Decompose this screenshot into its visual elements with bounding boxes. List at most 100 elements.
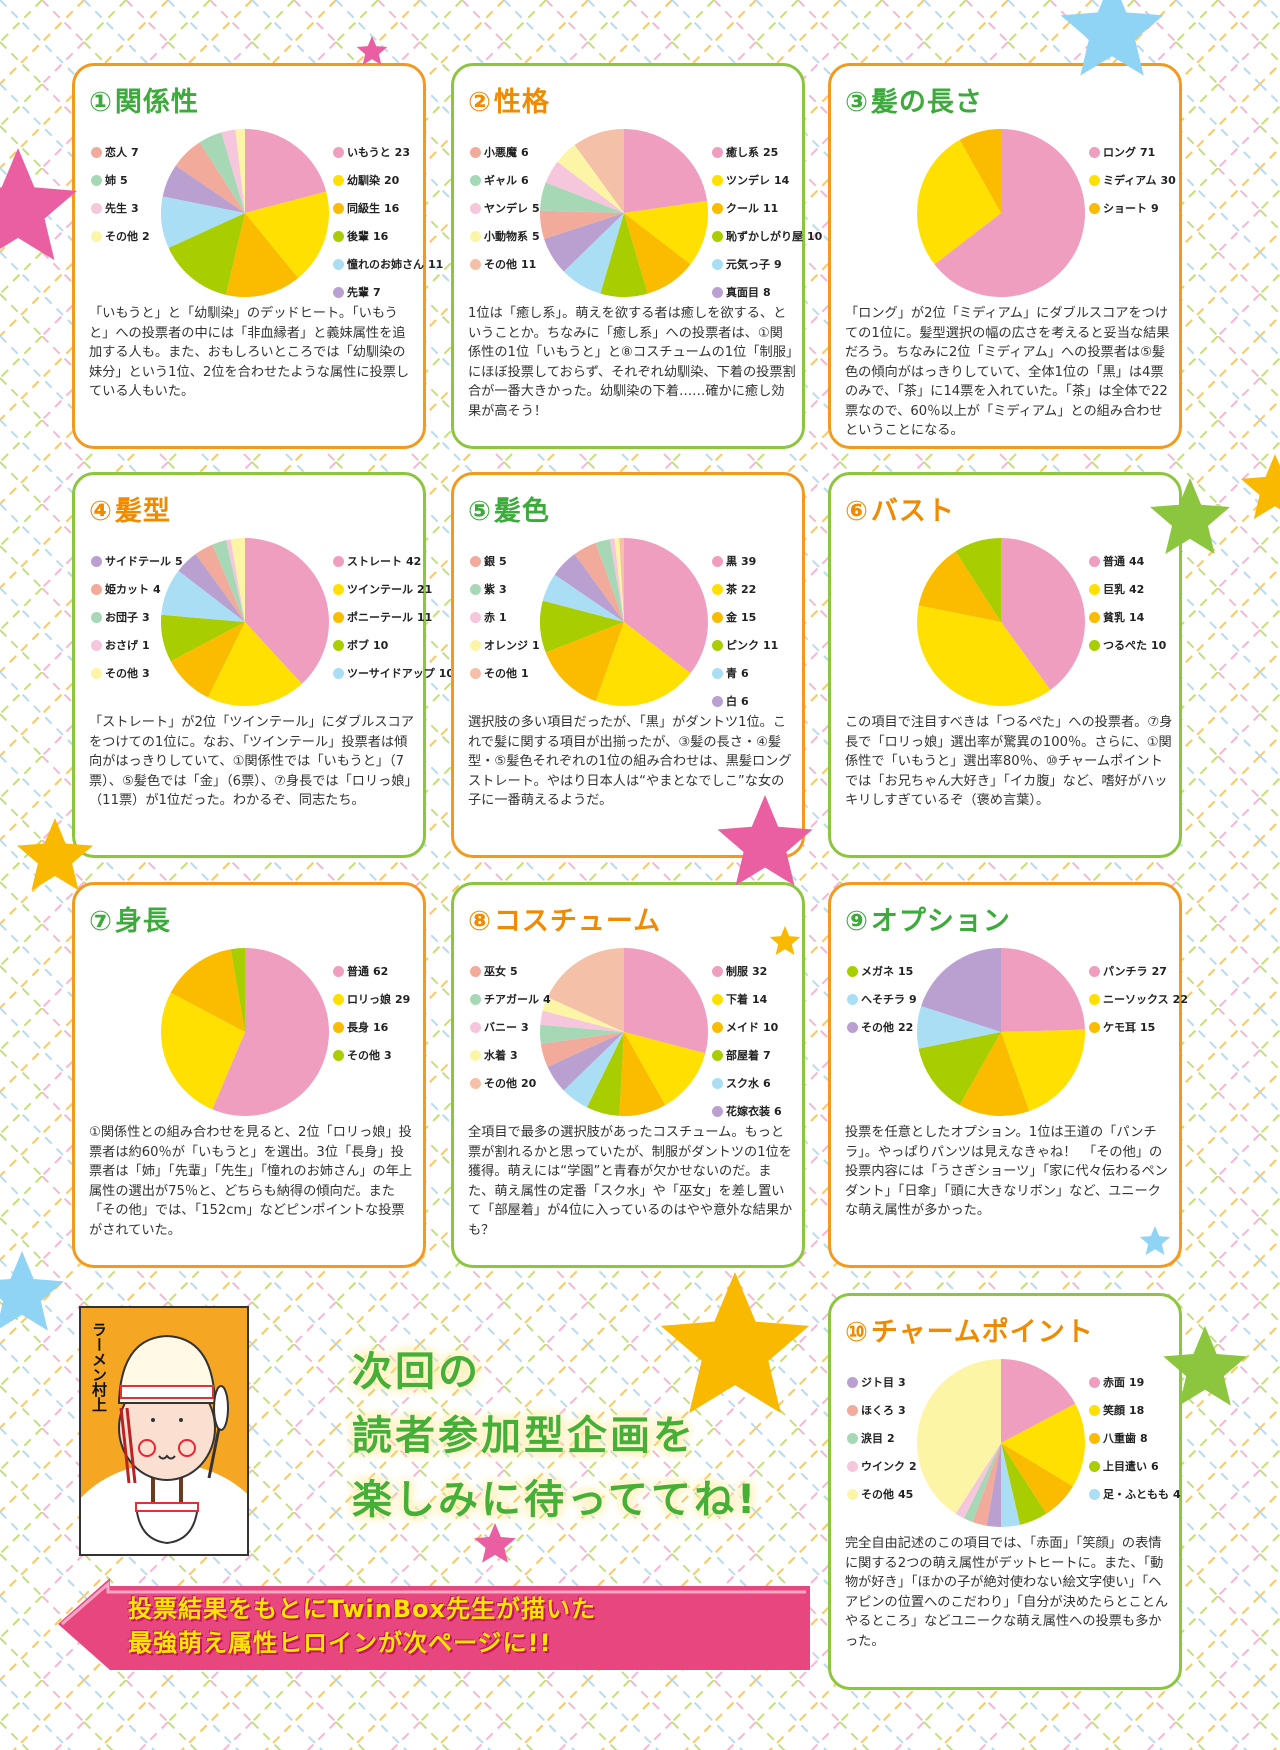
legend-swatch [712, 1105, 723, 1117]
pie-slice [595, 622, 691, 706]
legend-item: 上目遣い 6 [1089, 1452, 1181, 1480]
legend-swatch [712, 174, 723, 186]
pie-slice [235, 129, 245, 213]
legend-item: ショート 9 [1089, 194, 1176, 222]
legend-swatch [1089, 639, 1100, 651]
legend-label: 幼馴染 [347, 174, 380, 187]
legend-label: 下着 [726, 993, 748, 1006]
legend-swatch [333, 993, 344, 1005]
legend-item: その他 2 [91, 222, 150, 250]
legend-item: ニーソックス 22 [1089, 985, 1188, 1013]
legend-swatch [333, 230, 344, 242]
star-icon [1240, 454, 1280, 520]
legend-swatch [712, 1021, 723, 1033]
legend-value: 20 [384, 173, 400, 187]
legend-item: お団子 3 [91, 603, 183, 631]
legend-label: その他 [105, 667, 138, 680]
pie-slice [917, 605, 1051, 706]
legend-swatch [333, 174, 344, 186]
legend-value: 27 [1151, 964, 1167, 978]
pie-chart [540, 129, 708, 297]
pie-slice [1001, 1029, 1085, 1112]
legend-value: 42 [406, 554, 422, 568]
left-arrow-icon [58, 1578, 810, 1670]
pie-chart [917, 948, 1085, 1116]
legend-item: ミディアム 30 [1089, 166, 1176, 194]
legend-item: 貧乳 14 [1089, 603, 1166, 631]
legend-swatch [712, 202, 723, 214]
legend-item: 水着 3 [470, 1041, 551, 1069]
legend-value: 5 [175, 554, 183, 568]
legend-item: 花嫁衣装 6 [712, 1097, 782, 1125]
legend-item: 癒し系 25 [712, 138, 822, 166]
legend-swatch [470, 555, 481, 567]
legend-value: 22 [1172, 992, 1188, 1006]
panel-title: ④髪型 [89, 489, 171, 528]
pie-slice [600, 213, 648, 297]
legend-item: 恋人 7 [91, 138, 150, 166]
panel-title-text: 関係性 [114, 87, 199, 118]
legend-swatch [712, 1049, 723, 1061]
legend-label: ポニーテール [347, 611, 413, 624]
pie-slice [540, 210, 624, 239]
next-page-banner[interactable]: 投票結果をもとにTwinBox先生が描いた 最強萌え属性ヒロインが次ページに!! [58, 1578, 810, 1670]
legend-value: 7 [373, 285, 381, 299]
pie-slice [540, 600, 624, 653]
legend-item: チアガール 4 [470, 985, 551, 1013]
legend-swatch [712, 667, 723, 679]
legend-right: ロング 71 ミディアム 30 ショート 9 [1089, 138, 1176, 222]
legend-value: 3 [499, 582, 507, 596]
pie-slice [230, 538, 245, 622]
legend-value: 1 [499, 610, 507, 624]
legend-label: 元気っ子 [726, 258, 770, 271]
legend-item: へそチラ 9 [847, 985, 917, 1013]
legend-swatch [1089, 174, 1100, 186]
star-icon [0, 1251, 64, 1331]
legend-swatch [712, 1077, 723, 1089]
pie-slice [934, 129, 1085, 297]
panel-title: ⑦身長 [89, 899, 171, 938]
pie-slice [619, 1032, 666, 1116]
legend-left: 小悪魔 6 ギャル 6 ヤンデレ 5 小動物系 5 その他 11 [470, 138, 540, 278]
legend-right: パンチラ 27 ニーソックス 22 ケモ耳 15 [1089, 957, 1188, 1041]
legend-item: 普通 44 [1089, 547, 1166, 575]
legend-swatch [470, 583, 481, 595]
legend-value: 10 [438, 666, 455, 680]
pie-slice [557, 145, 624, 213]
pie-slice [225, 213, 299, 297]
panel-commentary: 完全自由記述のこの項目では、「赤面」「笑顔」の表情に関する2つの萌え属性がデット… [845, 1536, 1169, 1649]
legend-item: ロリっ娘 29 [333, 985, 410, 1013]
legend-label: ストレート [347, 555, 402, 568]
panel-title-text: 髪の長さ [870, 87, 983, 118]
pie-slice [170, 622, 245, 698]
pie-slice [547, 948, 624, 1032]
legend-label: スク水 [726, 1077, 759, 1090]
panel-commentary: この項目で注目すべきは「つるぺた」への投票者。⑦身長で「ロリっ娘」選出率が驚異の… [845, 715, 1173, 808]
legend-swatch [847, 1432, 858, 1444]
legend-value: 5 [120, 173, 128, 187]
panel-commentary: ①関係性との組み合わせを見ると、2位「ロリっ娘」投票者は約60％が「いもうと」を… [89, 1125, 413, 1238]
legend-item: 同級生 16 [333, 194, 443, 222]
legend-value: 16 [384, 201, 400, 215]
panel-title: ⑩チャームポイント [845, 1310, 1094, 1349]
legend-value: 3 [142, 610, 150, 624]
legend-item: その他 3 [91, 659, 183, 687]
legend-swatch [1089, 555, 1100, 567]
panel-number: ③ [845, 87, 869, 118]
legend-swatch [712, 639, 723, 651]
legend-swatch [712, 695, 723, 707]
panel-title-text: チャームポイント [870, 1317, 1094, 1348]
legend-label: ショート [1103, 202, 1147, 215]
legend-value: 5 [532, 201, 540, 215]
legend-swatch [470, 993, 481, 1005]
poll-panel: ④髪型 ストレート 42 ツインテール 21 ポニーテール 11 ボブ 10 ツーサイドアップ 10… [72, 472, 454, 858]
legend-value: 14 [774, 173, 790, 187]
legend-value: 20 [521, 1076, 537, 1090]
legend-value: 15 [741, 610, 757, 624]
legend-value: 71 [1140, 145, 1156, 159]
legend-item: 足・ふともも 4 [1089, 1480, 1181, 1508]
legend-value: 21 [417, 582, 433, 596]
legend-value: 3 [521, 1020, 529, 1034]
legend-label: ピンク [726, 639, 759, 652]
poll-panel: ⑤髪色黒 39 茶 22 金 15 ピンク 11 青 6 白 6 銀 5 紫 3 赤 1 オレンジ 1 その他 1 選択肢の… [451, 472, 805, 858]
